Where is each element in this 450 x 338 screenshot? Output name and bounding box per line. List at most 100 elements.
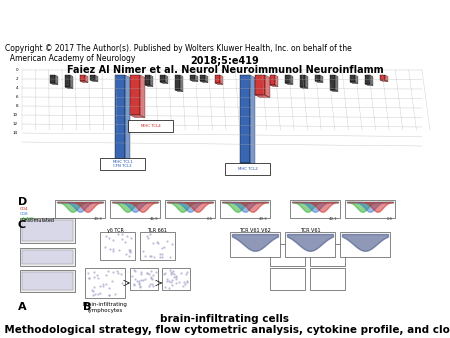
Text: MHC TCL1
CFN TCL3: MHC TCL1 CFN TCL3 <box>112 160 132 168</box>
Bar <box>140 232 175 260</box>
Point <box>90 270 98 275</box>
Bar <box>22 272 73 290</box>
Point <box>130 282 137 287</box>
Point <box>100 283 107 288</box>
Bar <box>230 232 280 257</box>
Polygon shape <box>125 75 130 163</box>
Polygon shape <box>335 75 338 92</box>
Polygon shape <box>65 87 73 89</box>
Point <box>181 281 188 286</box>
Point <box>139 248 146 254</box>
Polygon shape <box>190 75 195 80</box>
Point <box>141 276 149 282</box>
Bar <box>225 163 270 175</box>
Bar <box>290 200 340 218</box>
Point <box>183 269 190 274</box>
Polygon shape <box>215 75 220 83</box>
Polygon shape <box>300 75 305 87</box>
Polygon shape <box>240 75 250 163</box>
Point <box>97 291 104 296</box>
Point <box>144 271 151 276</box>
Point <box>144 235 152 241</box>
Point <box>169 268 176 273</box>
Polygon shape <box>315 75 320 81</box>
Polygon shape <box>85 75 88 82</box>
Polygon shape <box>370 75 373 86</box>
Polygon shape <box>300 87 308 89</box>
Polygon shape <box>115 160 130 163</box>
Point <box>184 280 191 285</box>
Point <box>167 271 175 277</box>
Point <box>167 279 175 284</box>
Bar <box>220 200 270 218</box>
Bar <box>285 232 335 257</box>
Point <box>121 239 128 244</box>
Text: 14: 14 <box>13 131 18 135</box>
Polygon shape <box>200 81 208 82</box>
Polygon shape <box>240 163 255 166</box>
Point <box>126 253 133 258</box>
Text: B: B <box>83 302 91 312</box>
Point <box>172 274 180 280</box>
Point <box>105 292 112 298</box>
Polygon shape <box>285 75 290 83</box>
Point <box>162 284 169 290</box>
Point <box>101 244 108 250</box>
Polygon shape <box>145 85 153 87</box>
Text: 10: 10 <box>13 113 18 117</box>
Point <box>102 233 109 239</box>
Point <box>171 274 178 279</box>
Text: TCR V61 V62: TCR V61 V62 <box>239 228 271 233</box>
Point <box>137 277 144 283</box>
Point <box>184 278 191 283</box>
Bar <box>165 200 215 218</box>
Bar <box>340 232 390 257</box>
Polygon shape <box>285 83 293 84</box>
Polygon shape <box>95 75 98 81</box>
Point <box>161 270 168 276</box>
Polygon shape <box>130 115 145 118</box>
Point <box>106 235 113 241</box>
Bar <box>345 200 395 218</box>
Point <box>150 283 157 289</box>
Point <box>126 247 134 252</box>
Point <box>172 276 180 282</box>
Point <box>102 281 109 286</box>
Point <box>163 279 171 284</box>
Polygon shape <box>270 75 275 85</box>
Polygon shape <box>175 90 183 92</box>
Text: 2018;5:e419: 2018;5:e419 <box>191 56 259 66</box>
Bar <box>270 268 305 290</box>
Polygon shape <box>220 75 223 84</box>
Polygon shape <box>115 75 125 160</box>
Point <box>118 237 125 242</box>
Point <box>129 273 136 279</box>
Text: CD4: CD4 <box>20 207 28 211</box>
Polygon shape <box>180 75 183 92</box>
Point <box>102 272 109 278</box>
Text: TCR V61: TCR V61 <box>300 228 320 233</box>
Point <box>153 239 161 244</box>
Text: 46.9: 46.9 <box>149 217 158 221</box>
Point <box>144 234 151 239</box>
Polygon shape <box>380 75 385 80</box>
Point <box>138 269 145 275</box>
Text: γδ TCE: γδ TCE <box>20 217 34 221</box>
Polygon shape <box>320 75 323 82</box>
Polygon shape <box>160 75 165 82</box>
Polygon shape <box>330 90 338 92</box>
Point <box>141 253 149 259</box>
Bar <box>20 218 75 243</box>
Text: 40.1: 40.1 <box>329 217 338 221</box>
Point <box>105 285 112 290</box>
Bar <box>270 244 305 266</box>
Text: TLR 661: TLR 661 <box>147 228 167 233</box>
Bar <box>110 200 160 218</box>
Point <box>126 249 133 255</box>
Point <box>147 268 154 273</box>
Point <box>140 277 147 283</box>
Polygon shape <box>50 83 58 84</box>
Point <box>126 247 133 252</box>
Text: 0.5: 0.5 <box>207 217 213 221</box>
Polygon shape <box>265 75 270 97</box>
